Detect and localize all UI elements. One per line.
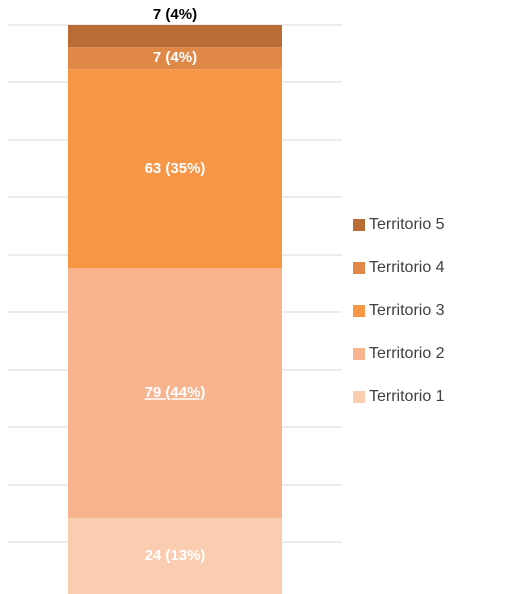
legend-label: Territorio 3 — [369, 302, 445, 319]
legend-swatch — [353, 262, 365, 274]
data-label: 24 (13%) — [145, 547, 206, 564]
legend-label: Territorio 5 — [369, 216, 445, 233]
legend-swatch — [353, 219, 365, 231]
data-label: 79 (44%) — [145, 384, 206, 401]
bar-segment — [68, 518, 282, 594]
legend-swatch — [353, 348, 365, 360]
legend-label: Territorio 2 — [369, 345, 445, 362]
legend-swatch — [353, 391, 365, 403]
bar-segment — [68, 47, 282, 70]
data-label: 7 (4%) — [153, 6, 197, 23]
data-label: 63 (35%) — [145, 160, 206, 177]
bar-segment — [68, 268, 282, 519]
bar-segment — [68, 25, 282, 48]
bar-segment — [68, 69, 282, 269]
legend-label: Territorio 4 — [369, 259, 445, 276]
data-label: 7 (4%) — [153, 49, 197, 66]
legend-label: Territorio 1 — [369, 388, 445, 405]
legend-swatch — [353, 305, 365, 317]
